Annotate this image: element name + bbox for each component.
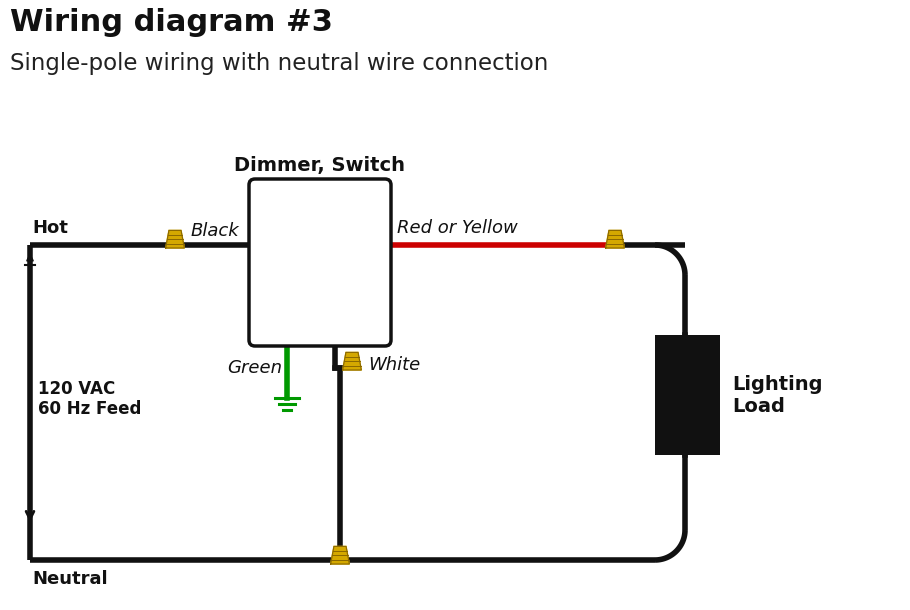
Polygon shape [330, 547, 349, 564]
Text: Wiring diagram #3: Wiring diagram #3 [10, 8, 333, 37]
Text: Dimmer, Switch: Dimmer, Switch [235, 156, 406, 175]
Text: Single-pole wiring with neutral wire connection: Single-pole wiring with neutral wire con… [10, 52, 549, 75]
Text: Hot: Hot [32, 219, 68, 237]
Polygon shape [606, 231, 624, 248]
Text: 120 VAC: 120 VAC [38, 380, 116, 398]
Text: Neutral: Neutral [32, 570, 107, 588]
Bar [655, 335, 720, 455]
Text: Black: Black [191, 222, 239, 240]
Polygon shape [166, 231, 185, 248]
Text: Red or Yellow: Red or Yellow [397, 219, 518, 237]
Text: Green: Green [227, 359, 282, 377]
Polygon shape [343, 353, 361, 370]
Text: 60 Hz Feed: 60 Hz Feed [38, 400, 141, 418]
FancyBboxPatch shape [249, 179, 391, 346]
Text: Lighting
Load: Lighting Load [732, 375, 823, 415]
Text: White: White [368, 356, 420, 374]
